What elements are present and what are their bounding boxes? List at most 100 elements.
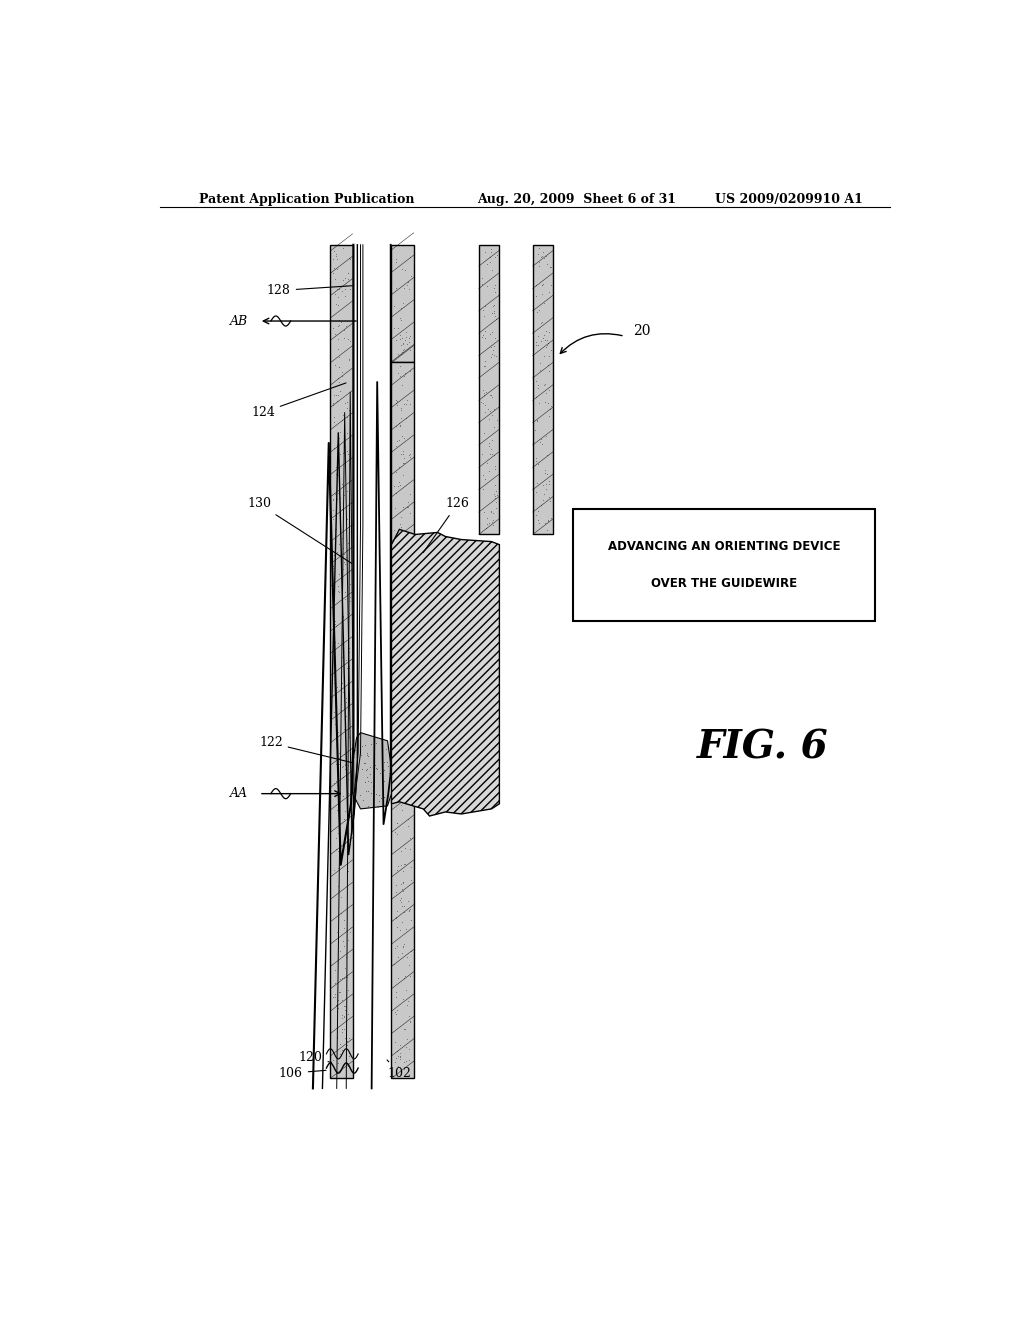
Point <box>328 735 344 756</box>
Point <box>540 510 556 531</box>
Point <box>401 446 418 467</box>
Text: FIG. 6: FIG. 6 <box>697 729 828 767</box>
Point <box>358 759 375 780</box>
Point <box>389 430 406 451</box>
Point <box>330 294 346 315</box>
Point <box>328 519 344 540</box>
Point <box>341 833 357 854</box>
Point <box>393 310 410 331</box>
Point <box>336 484 352 506</box>
Point <box>389 395 406 416</box>
Point <box>327 714 343 735</box>
Point <box>340 268 356 289</box>
Point <box>532 246 549 267</box>
Point <box>389 1040 406 1061</box>
Point <box>337 995 353 1016</box>
Point <box>336 828 352 849</box>
Point <box>330 793 346 814</box>
Point <box>528 331 545 352</box>
Point <box>398 768 415 789</box>
Point <box>389 788 406 809</box>
Point <box>388 882 404 903</box>
Point <box>483 384 500 405</box>
Point <box>394 334 411 355</box>
Point <box>337 649 353 671</box>
Point <box>388 874 404 895</box>
Point <box>339 391 355 412</box>
Point <box>334 610 350 631</box>
Point <box>365 775 381 796</box>
Point <box>399 808 416 829</box>
Point <box>530 392 547 413</box>
Point <box>395 333 412 354</box>
Point <box>528 473 545 494</box>
Point <box>326 648 342 669</box>
Point <box>390 317 407 338</box>
Point <box>392 622 409 643</box>
Point <box>325 556 341 577</box>
Point <box>332 981 348 1002</box>
Point <box>336 1018 352 1039</box>
Point <box>387 822 403 843</box>
Point <box>329 1016 345 1038</box>
Point <box>339 422 355 444</box>
Bar <box>532 244 553 535</box>
Point <box>340 768 356 789</box>
Point <box>389 651 406 672</box>
Polygon shape <box>391 529 500 816</box>
Point <box>330 384 346 405</box>
Point <box>391 325 408 346</box>
Point <box>388 597 404 618</box>
Point <box>331 582 347 603</box>
Point <box>338 692 354 713</box>
Point <box>340 606 356 627</box>
Point <box>326 488 342 510</box>
Point <box>392 640 409 661</box>
Text: OVER THE GUIDEWIRE: OVER THE GUIDEWIRE <box>651 577 797 590</box>
Point <box>335 605 351 626</box>
Point <box>371 791 387 812</box>
Point <box>537 512 553 533</box>
Point <box>330 801 346 822</box>
Point <box>376 759 392 780</box>
Point <box>327 282 343 304</box>
Point <box>388 483 404 504</box>
Point <box>388 552 404 573</box>
Point <box>393 841 410 862</box>
Point <box>338 549 354 570</box>
Point <box>388 981 404 1002</box>
Point <box>372 762 388 783</box>
Point <box>389 696 406 717</box>
Point <box>534 275 550 296</box>
Text: 20: 20 <box>633 325 650 338</box>
Text: US 2009/0209910 A1: US 2009/0209910 A1 <box>715 193 863 206</box>
Point <box>338 275 354 296</box>
Point <box>328 527 344 548</box>
Point <box>395 873 412 894</box>
Point <box>332 487 348 508</box>
Point <box>390 661 407 682</box>
Point <box>483 444 500 465</box>
Point <box>527 418 544 440</box>
Point <box>336 917 352 939</box>
Point <box>538 392 554 413</box>
Point <box>353 744 370 766</box>
Point <box>389 813 406 834</box>
Point <box>336 552 352 573</box>
Point <box>485 277 502 298</box>
Point <box>530 238 547 259</box>
Point <box>395 663 412 684</box>
Point <box>392 329 409 350</box>
Point <box>388 907 404 928</box>
Point <box>376 787 392 808</box>
Point <box>378 739 394 760</box>
Point <box>359 796 376 817</box>
Point <box>387 1052 403 1073</box>
Point <box>393 620 410 642</box>
Point <box>336 718 352 739</box>
Point <box>330 483 346 504</box>
Point <box>388 1047 404 1068</box>
Point <box>376 787 392 808</box>
Point <box>391 1045 408 1067</box>
Point <box>537 329 553 350</box>
